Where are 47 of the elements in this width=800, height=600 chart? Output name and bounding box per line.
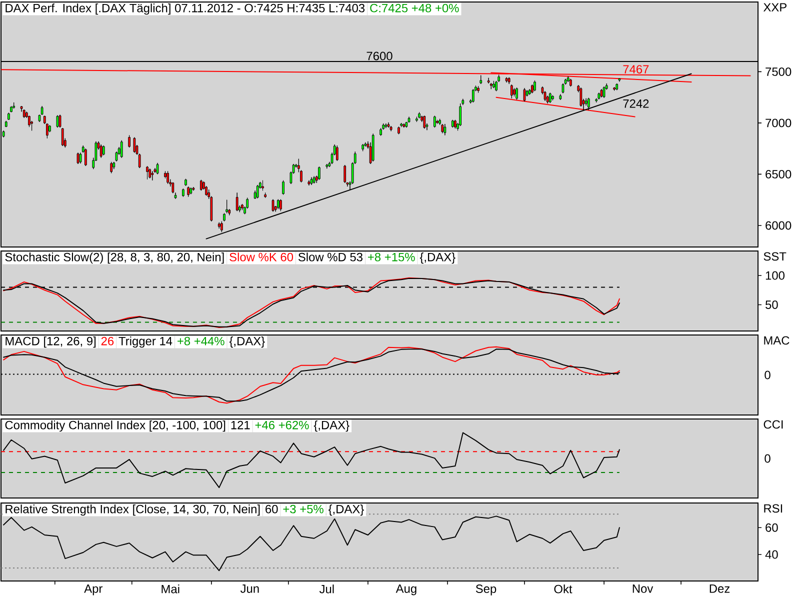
annotation: {,DAX}	[420, 252, 456, 264]
y-tick-label: 7500	[766, 67, 792, 76]
y-axis-title: MAC	[764, 336, 790, 345]
chart-subtitle: +46 +62%	[255, 420, 309, 430]
x-tick-label: Jul	[319, 584, 334, 594]
chart-title: DAX Perf. Index [.DAX Täglich] 07.11.2012 - O:7425 H:7435 L:7403	[6, 4, 365, 15]
annotation: {,DAX}	[328, 504, 364, 516]
y-axis-title: CCI	[764, 420, 783, 429]
series-label: 7242	[623, 99, 649, 108]
y-tick-label: 60	[766, 523, 778, 532]
y-tick-label: 100	[766, 271, 785, 280]
text: 0	[764, 454, 770, 463]
ref-line-label: 7600	[366, 52, 392, 60]
x-tick-label: Dez	[710, 584, 730, 593]
text: 0	[764, 370, 770, 380]
y-tick-label: 7000	[766, 118, 792, 128]
y-tick-label: 6500	[766, 170, 792, 178]
text: 26	[101, 336, 114, 346]
text: 121	[231, 420, 250, 430]
x-tick-label: Jun	[240, 584, 259, 593]
chart-subtitle: +3 +5%	[283, 504, 324, 514]
text: Slow %K 60	[230, 252, 294, 262]
chart-title: Relative Strength Index [Close, 14, 30, 70, Nein]	[6, 504, 260, 516]
y-tick-label: 6000	[766, 221, 792, 230]
x-tick-label: Nov	[632, 584, 654, 593]
text: {,DAX}	[314, 420, 350, 432]
text: Trigger 14	[118, 336, 172, 348]
x-tick-label: Sep	[476, 584, 496, 596]
y-tick-label: 50	[766, 300, 778, 309]
y-axis-title: RSI	[764, 504, 782, 513]
chart-subtitle: +8 +15%	[368, 252, 415, 262]
y-axis-title: XXP	[763, 3, 786, 12]
chart-subtitle: +8 +44%	[178, 336, 224, 346]
x-tick-label: Aug	[396, 584, 416, 596]
chart-subtitle: C:7425 +48 +0%	[370, 4, 459, 12]
y-tick-label: 40	[765, 550, 778, 559]
x-tick-label: Mai	[162, 584, 180, 594]
y-axis-title: SST	[764, 252, 786, 261]
series-label: 60	[266, 504, 278, 514]
chart-title: MACD [12, 26, 9]	[6, 336, 96, 348]
annotation: {,DAX}	[229, 336, 265, 348]
x-tick-label: Okt	[554, 584, 572, 594]
chart-title: Stochastic Slow(2) [28, 8, 3, 80, 20, Nein]	[5, 252, 224, 264]
series-label: 7467	[623, 65, 649, 74]
chart-title: Commodity Channel Index [20, -100, 100]	[5, 420, 226, 432]
x-tick-label: Apr	[84, 584, 102, 596]
text: Slow %D 53	[298, 252, 362, 262]
